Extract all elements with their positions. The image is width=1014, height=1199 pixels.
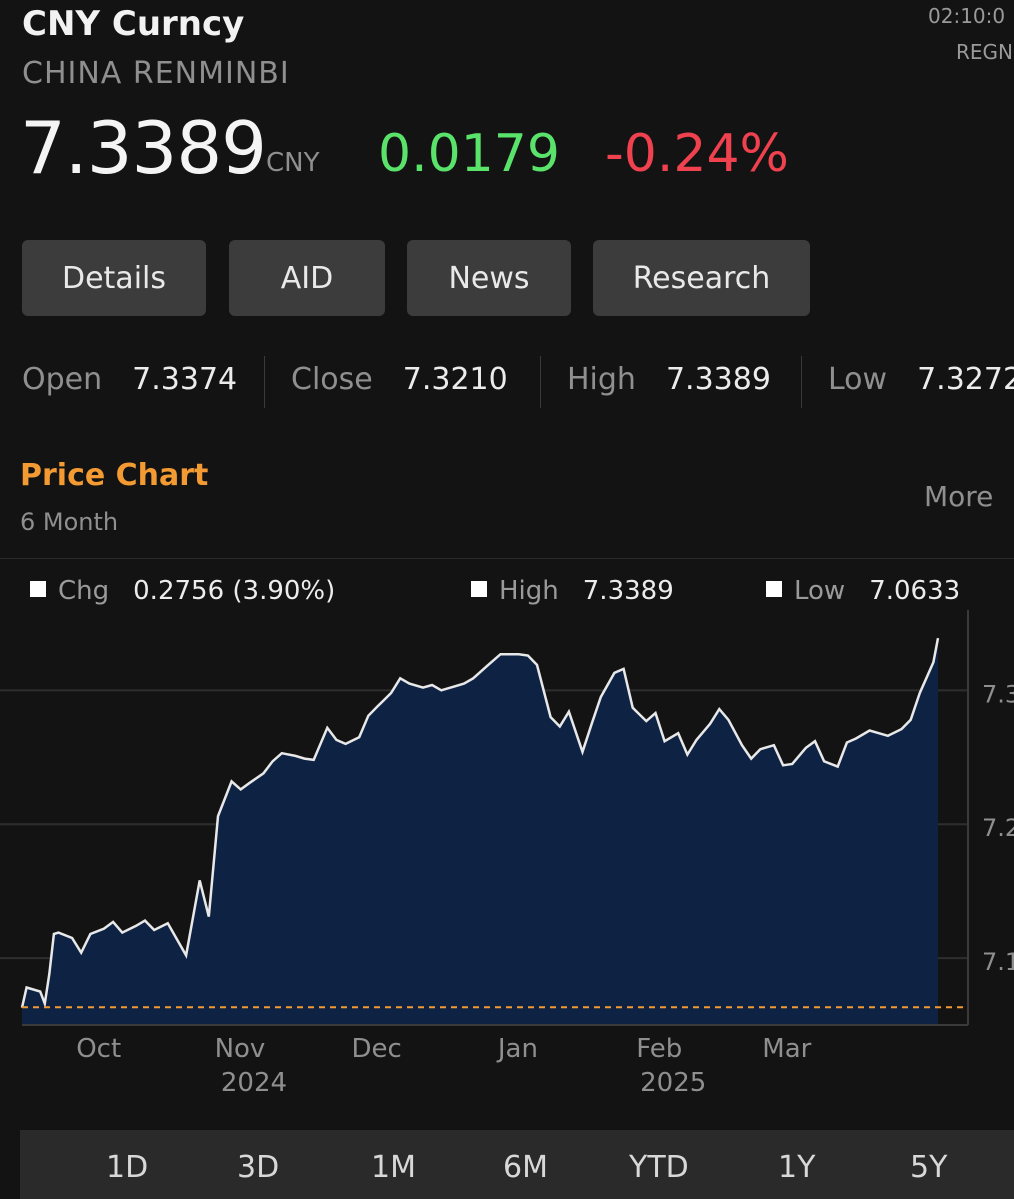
- stat-close-label: Close: [291, 362, 373, 397]
- price-area: [22, 638, 938, 1025]
- percent-change: -0.24%: [605, 124, 789, 184]
- y-tick-label: 7.1: [982, 948, 1014, 976]
- x-tick-label: Nov: [215, 1034, 266, 1064]
- timeframe-5y[interactable]: 5Y: [910, 1150, 948, 1185]
- stat-low-label: Low: [828, 362, 888, 397]
- price-line: [20, 637, 940, 1009]
- legend-high-value: 7.3389: [582, 576, 674, 606]
- stat-open-label: Open: [22, 362, 103, 397]
- last-price: 7.3389: [20, 106, 267, 190]
- research-button[interactable]: Research: [593, 240, 810, 316]
- legend-low-label: Low: [794, 576, 846, 606]
- legend-low-value: 7.0633: [869, 576, 961, 606]
- legend-marker: [30, 580, 46, 597]
- stat-divider: [540, 356, 541, 408]
- stat-low-value: 7.3272: [917, 362, 1014, 397]
- ticker-title: CNY Curncy: [22, 4, 245, 44]
- stat-divider: [801, 356, 802, 408]
- x-tick-label: Dec: [352, 1034, 402, 1064]
- net-change: 0.0179: [378, 124, 560, 184]
- stat-high-value: 7.3389: [665, 362, 771, 397]
- price-chart-range: 6 Month: [20, 508, 119, 536]
- stat-open: Open 7.3374: [22, 362, 237, 397]
- aid-button[interactable]: AID: [229, 240, 385, 316]
- section-divider: [0, 558, 1014, 559]
- legend-high-label: High: [499, 576, 559, 606]
- x-tick-label: Mar: [762, 1034, 811, 1064]
- more-link[interactable]: More: [924, 480, 994, 513]
- stat-close: Close 7.3210: [291, 362, 508, 397]
- timeframe-6m[interactable]: 6M: [503, 1150, 548, 1185]
- timeframe-bar: [20, 1130, 1014, 1199]
- stat-close-value: 7.3210: [402, 362, 508, 397]
- security-name: CHINA RENMINBI: [22, 56, 290, 91]
- legend-chg-label: Chg: [58, 576, 110, 606]
- x-year-label: 2025: [640, 1068, 706, 1098]
- legend-chg-value: 0.2756 (3.90%): [133, 576, 336, 606]
- legend-high: High 7.3389: [471, 576, 674, 606]
- timeframe-3d[interactable]: 3D: [237, 1150, 280, 1185]
- y-tick-label: 7.2: [982, 814, 1014, 842]
- x-tick-label: Jan: [496, 1034, 538, 1064]
- exchange-label: REGN: [956, 40, 1013, 64]
- timeframe-ytd[interactable]: YTD: [629, 1150, 689, 1185]
- y-tick-label: 7.3: [982, 680, 1014, 708]
- price-chart-title: Price Chart: [20, 458, 209, 493]
- last-update-time: 02:10:0: [928, 4, 1006, 28]
- stat-open-value: 7.3374: [132, 362, 238, 397]
- legend-low: Low 7.0633: [766, 576, 960, 606]
- timeframe-1m[interactable]: 1M: [371, 1150, 416, 1185]
- news-button[interactable]: News: [407, 240, 571, 316]
- details-button[interactable]: Details: [22, 240, 206, 316]
- legend-marker: [766, 580, 782, 597]
- stat-high: High 7.3389: [567, 362, 771, 397]
- legend-chg: Chg 0.2756 (3.90%): [30, 576, 335, 606]
- timeframe-1d[interactable]: 1D: [106, 1150, 149, 1185]
- legend-marker: [471, 580, 487, 597]
- timeframe-1y[interactable]: 1Y: [778, 1150, 816, 1185]
- price-currency: CNY: [266, 148, 320, 178]
- x-year-label: 2024: [221, 1068, 287, 1098]
- price-chart[interactable]: 7.3 7.2 7.1 Oct Nov Dec Jan Feb Mar 2024 2025: [0, 560, 1014, 1130]
- x-tick-label: Oct: [76, 1034, 121, 1064]
- stat-high-label: High: [567, 362, 636, 397]
- x-tick-label: Feb: [636, 1034, 682, 1064]
- stat-divider: [264, 356, 265, 408]
- stat-low: Low 7.3272: [828, 362, 1014, 397]
